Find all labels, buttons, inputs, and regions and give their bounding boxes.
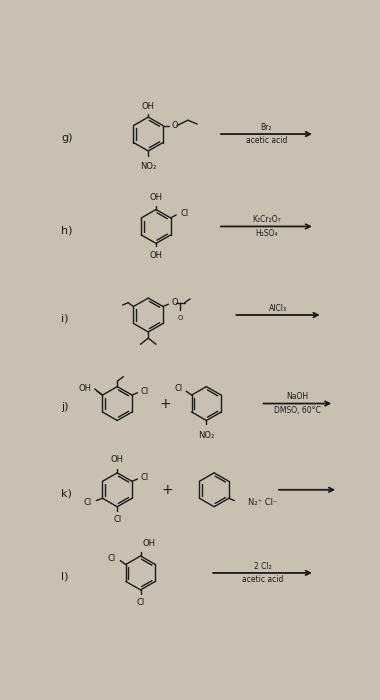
Text: OH: OH <box>149 251 163 260</box>
Text: Cl: Cl <box>141 473 149 482</box>
Text: NO₂: NO₂ <box>198 430 214 440</box>
Text: g): g) <box>62 133 73 143</box>
Text: h): h) <box>62 225 73 235</box>
Text: Br₂: Br₂ <box>261 122 272 132</box>
Text: Cl: Cl <box>136 598 145 608</box>
Text: Cl: Cl <box>174 384 182 393</box>
Text: H₂SO₄: H₂SO₄ <box>255 229 278 238</box>
Text: acetic acid: acetic acid <box>246 136 287 146</box>
Text: +: + <box>162 483 173 497</box>
Text: k): k) <box>62 489 72 498</box>
Text: OH: OH <box>111 456 124 464</box>
Text: AlCl₃: AlCl₃ <box>269 304 287 313</box>
Text: O: O <box>171 121 178 130</box>
Text: O: O <box>171 298 178 307</box>
Text: j): j) <box>62 402 69 412</box>
Text: OH: OH <box>142 538 155 547</box>
Text: +: + <box>160 396 171 410</box>
Text: Cl: Cl <box>141 386 149 395</box>
Text: N₂⁺ Cl⁻: N₂⁺ Cl⁻ <box>248 498 278 507</box>
Text: O: O <box>177 315 183 321</box>
Text: 2 Cl₂: 2 Cl₂ <box>254 561 271 570</box>
Text: Cl: Cl <box>83 498 92 507</box>
Text: OH: OH <box>142 102 155 111</box>
Text: Cl: Cl <box>113 515 121 524</box>
Text: NO₂: NO₂ <box>140 162 157 171</box>
Text: DMSO, 60°C: DMSO, 60°C <box>274 406 321 415</box>
Text: l): l) <box>62 572 69 582</box>
Text: OH: OH <box>79 384 92 393</box>
Text: K₂Cr₂O₇: K₂Cr₂O₇ <box>252 215 281 224</box>
Text: Cl: Cl <box>180 209 188 218</box>
Text: NaOH: NaOH <box>287 392 309 401</box>
Text: i): i) <box>62 314 69 324</box>
Text: acetic acid: acetic acid <box>242 575 283 584</box>
Text: Cl: Cl <box>108 554 116 563</box>
Text: OH: OH <box>149 193 163 202</box>
